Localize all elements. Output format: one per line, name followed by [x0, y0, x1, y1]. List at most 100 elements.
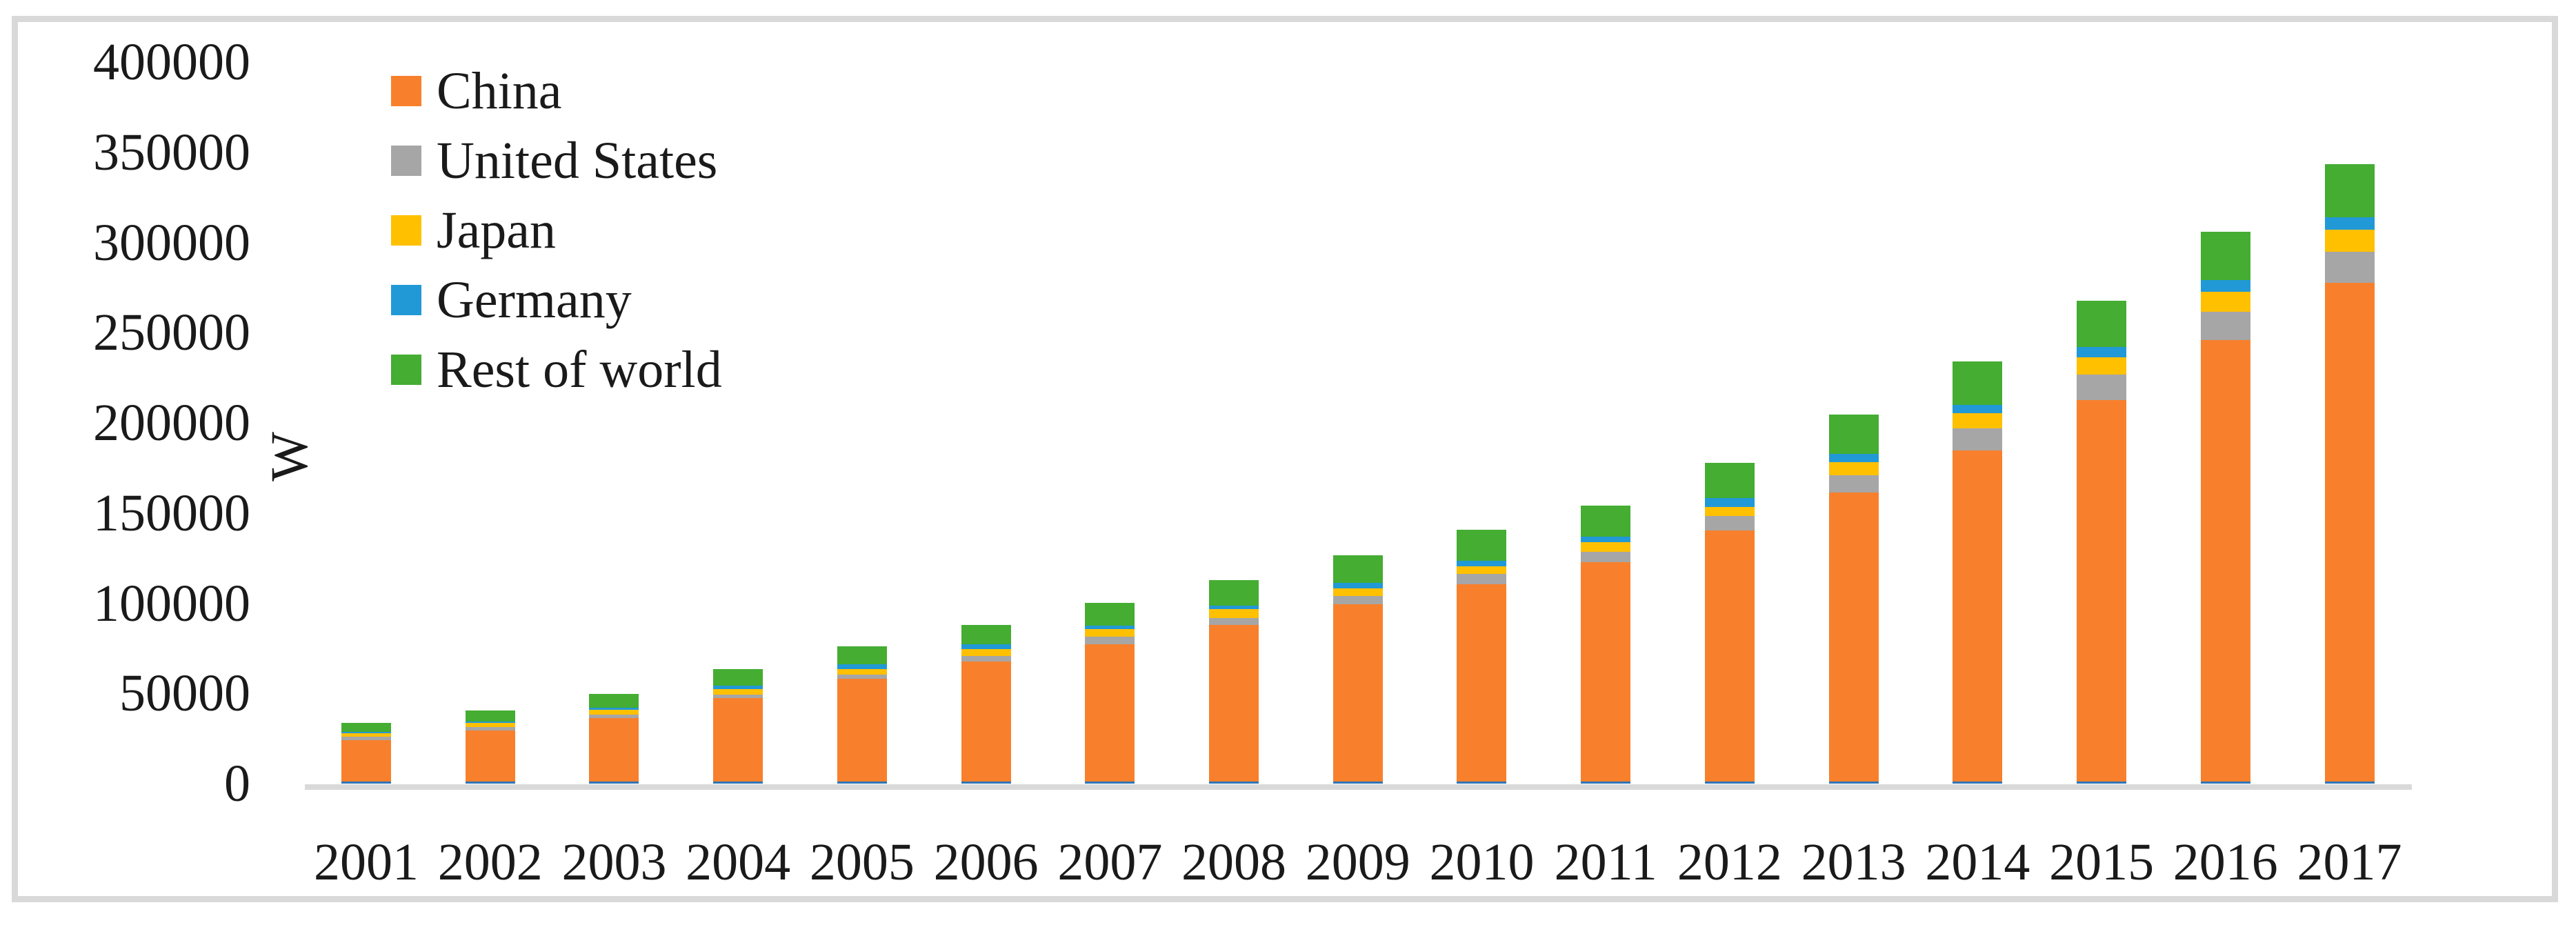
bar-segment-rest-of-world [2077, 300, 2127, 348]
bar-segment-rest-of-world [1581, 505, 1631, 537]
bar-base-accent [2200, 782, 2250, 784]
bar-segment-china [2200, 340, 2250, 784]
x-axis-tick-label: 2011 [1554, 833, 1657, 891]
x-axis-tick-label: 2016 [2173, 833, 2278, 891]
bar-segment-rest-of-world [1704, 462, 1755, 498]
y-axis-tick-label: 100000 [93, 574, 250, 633]
bar-base-accent [465, 782, 515, 784]
bar-base-accent [589, 782, 639, 784]
bar-segment-japan [1457, 566, 1507, 575]
bar-segment-united-states [465, 727, 515, 731]
legend-item-rest-of-world: Rest of world [391, 344, 722, 396]
bar-segment-united-states [341, 737, 391, 740]
y-axis-tick-label: 150000 [93, 484, 250, 542]
bar-segment-germany [1704, 497, 1755, 507]
bar-segment-germany [961, 644, 1011, 649]
y-axis-tick-label: 250000 [93, 304, 250, 362]
bar-segment-china [1085, 644, 1135, 784]
bar-base-accent [2324, 782, 2375, 784]
legend-item-germany: Germany [391, 274, 632, 326]
y-axis-title: W [261, 432, 319, 481]
legend-label: Rest of world [437, 341, 722, 399]
bar-segment-united-states [961, 655, 1011, 662]
x-axis-tick-label: 2017 [2297, 833, 2402, 891]
bar-segment-china [1581, 562, 1631, 784]
bar-segment-germany [837, 664, 887, 669]
bar-segment-germany [2077, 347, 2127, 357]
bar-segment-japan [1581, 542, 1631, 552]
bar-segment-china [341, 739, 391, 784]
bar-segment-japan [2077, 357, 2127, 375]
bar-segment-japan [837, 668, 887, 675]
bar-base-accent [2077, 782, 2127, 784]
bar-base-accent [837, 782, 887, 784]
bar-base-accent [1085, 782, 1135, 784]
x-axis-tick-label: 2001 [314, 833, 419, 891]
bar-segment-china [1209, 624, 1259, 784]
bar-segment-china [837, 679, 887, 784]
x-axis-tick-label: 2014 [1925, 833, 2030, 891]
bar-base-accent [1332, 782, 1383, 784]
bar-segment-germany [2324, 217, 2375, 230]
y-axis-tick-label: 0 [224, 755, 250, 813]
bar-segment-rest-of-world [1953, 361, 2003, 405]
bar-segment-rest-of-world [1209, 579, 1259, 606]
bar-segment-china [589, 717, 639, 784]
bar-segment-china [1332, 604, 1383, 784]
bar-segment-germany [589, 707, 639, 710]
legend-label: Germany [437, 271, 632, 329]
legend-label: Japan [437, 201, 557, 259]
bar-segment-japan [1209, 608, 1259, 618]
bar-segment-china [1457, 584, 1507, 784]
bar-segment-japan [1828, 462, 1879, 476]
bar-segment-germany [1828, 453, 1879, 462]
bar-segment-rest-of-world [1457, 529, 1507, 561]
legend-swatch-germany [391, 285, 421, 315]
legend-item-united-states: United States [391, 135, 717, 187]
bar-segment-rest-of-world [341, 723, 391, 732]
bar-segment-united-states [2200, 312, 2250, 341]
bar-base-accent [1209, 782, 1259, 784]
bar-segment-rest-of-world [961, 624, 1011, 645]
bar-segment-united-states [1332, 595, 1383, 605]
bar-segment-united-states [837, 675, 887, 679]
x-axis-line [305, 784, 2412, 790]
bar-segment-germany [2200, 280, 2250, 292]
y-axis-tick-label: 300000 [93, 213, 250, 272]
bar-base-accent [1581, 782, 1631, 784]
legend-swatch-china [391, 76, 421, 106]
bar-segment-united-states [589, 714, 639, 718]
bar-segment-united-states [1209, 617, 1259, 625]
x-axis-tick-label: 2015 [2049, 833, 2155, 891]
bar-segment-united-states [1581, 551, 1631, 563]
x-axis-tick-label: 2003 [561, 833, 667, 891]
y-axis-tick-label: 50000 [119, 664, 250, 723]
bar-segment-germany [1332, 583, 1383, 589]
bar-segment-china [2324, 283, 2375, 784]
bar-segment-germany [1085, 625, 1135, 630]
bar-segment-japan [589, 709, 639, 715]
bar-segment-japan [1085, 629, 1135, 637]
bar-base-accent [341, 782, 391, 784]
bar-segment-japan [2200, 292, 2250, 312]
x-axis-tick-label: 2004 [686, 833, 791, 891]
bar-segment-china [961, 661, 1011, 784]
bar-segment-germany [1209, 605, 1259, 609]
bar-segment-japan [341, 733, 391, 737]
bar-segment-japan [1953, 413, 2003, 429]
legend-swatch-rest-of-world [391, 355, 421, 385]
bar-segment-united-states [2077, 375, 2127, 400]
bar-base-accent [1457, 782, 1507, 784]
bar-segment-united-states [1953, 428, 2003, 450]
bar-segment-japan [2324, 230, 2375, 252]
bar-segment-germany [1457, 561, 1507, 567]
bar-segment-rest-of-world [465, 710, 515, 722]
bar-segment-rest-of-world [1085, 602, 1135, 626]
bar-segment-rest-of-world [589, 693, 639, 708]
figure-border [12, 16, 2558, 902]
x-axis-tick-label: 2009 [1305, 833, 1410, 891]
bar-segment-united-states [1704, 516, 1755, 530]
x-axis-tick-label: 2006 [933, 833, 1039, 891]
legend-item-japan: Japan [391, 204, 556, 257]
bar-segment-rest-of-world [1828, 414, 1879, 454]
